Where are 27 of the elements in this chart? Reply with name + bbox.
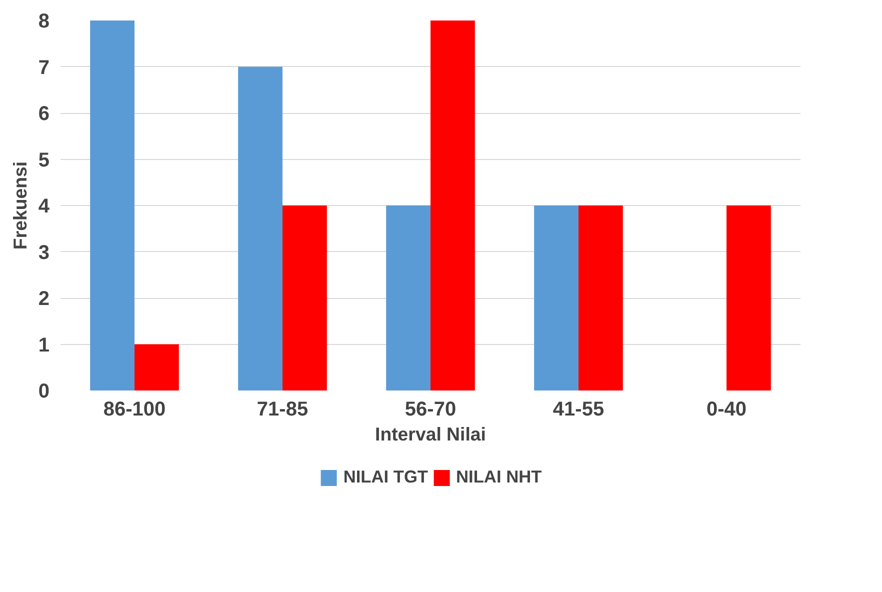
x-tick-label: 56-70 [404, 398, 456, 420]
y-tick-label: 2 [38, 288, 50, 310]
bar [238, 66, 282, 390]
bar [578, 206, 623, 390]
y-tick-label: 4 [38, 196, 50, 218]
legend-label: NILAI TGT [343, 466, 428, 488]
bar [386, 206, 430, 390]
x-axis-title: Interval Nilai [375, 424, 486, 444]
x-tick-label: 71-85 [256, 398, 308, 420]
bar [134, 344, 179, 390]
bar [282, 206, 327, 390]
x-tick-label: 41-55 [552, 398, 604, 420]
y-tick-label: 3 [38, 242, 50, 264]
y-tick-label: 7 [38, 56, 50, 79]
y-tick-label: 6 [38, 103, 50, 125]
x-tick-label: 86-100 [103, 398, 166, 420]
y-tick-label: 5 [38, 149, 50, 172]
y-tick-label: 1 [38, 334, 50, 356]
y-axis-title: Frekuensi [9, 161, 30, 250]
x-tick-label: 0-40 [706, 398, 747, 420]
bar [726, 206, 771, 390]
y-tick-label: 0 [38, 380, 50, 402]
bar [430, 20, 475, 390]
legend-label: NILAI NHT [456, 466, 542, 488]
bar [90, 20, 134, 390]
bar [534, 206, 578, 390]
y-tick-label: 8 [38, 10, 50, 32]
